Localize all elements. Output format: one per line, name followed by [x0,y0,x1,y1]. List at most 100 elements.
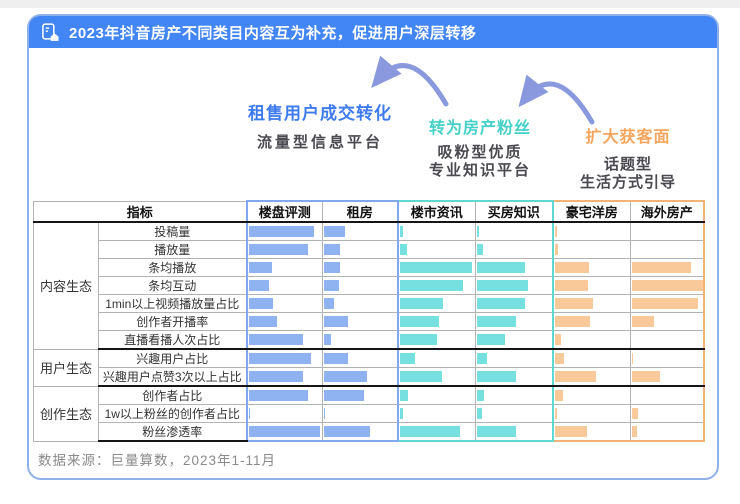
value-bar [248,408,250,419]
bar-cell [245,258,323,277]
value-bar [399,334,437,345]
stage-headline: 扩大获客面 [585,129,671,146]
value-bar [554,226,557,237]
bar-cell [475,221,554,241]
bar-cell [396,330,476,350]
bar-cell [551,404,631,423]
bar-cell [630,276,705,295]
value-bar [399,298,444,309]
metric-label: 1w以上粉丝的创作者占比 [98,404,247,423]
value-bar [248,244,309,255]
value-bar [477,244,484,255]
value-bar [554,316,590,327]
bar-cell [322,385,399,405]
bar-cell [630,221,705,241]
value-bar [324,298,334,309]
value-bar [248,280,270,291]
bar-cell [551,330,631,350]
metric-label: 投稿量 [98,221,247,241]
header-col-3: 买房知识 [475,200,554,223]
bar-cell [396,367,476,387]
value-bar [399,353,415,364]
bar-cell [630,385,705,405]
value-bar [477,316,516,327]
stage-rental-conversion: 租售用户成交转化 流量型信息平台 [244,99,396,152]
bar-cell [322,276,399,295]
title-bar: 2023年抖音房产不同类目内容互为补充，促进用户深层转移 [29,16,717,48]
bar-cell [396,385,476,405]
top-strip [0,0,740,8]
value-bar [399,280,463,291]
value-bar [477,390,484,401]
bar-cell [630,294,705,313]
stage-subline: 生活方式引导 [579,174,676,191]
bar-cell [630,404,705,423]
value-bar [477,426,516,437]
bar-cell [630,240,705,259]
value-bar [248,316,277,327]
bar-cell [245,404,323,423]
value-bar [477,353,487,364]
bar-cell [630,367,705,387]
bar-cell [322,422,399,442]
value-bar [324,334,332,345]
value-bar [324,280,340,291]
value-bar [399,371,443,382]
bar-cell [551,348,631,368]
bar-cell [396,312,476,331]
bar-cell [475,312,554,331]
bar-cell [630,348,705,368]
value-bar [554,298,593,309]
bar-cell [475,294,554,313]
page-title: 2023年抖音房产不同类目内容互为补充，促进用户深层转移 [69,24,477,42]
metric-label: 粉丝渗透率 [98,422,247,442]
metric-label: 兴趣用户占比 [98,348,247,368]
metrics-table: 指标 楼盘评测 租房 楼市资讯 买房知识 豪宅洋房 海外房产 内容生态 投稿量 播放量 条均播放 条均… [33,200,705,442]
value-bar [632,316,655,327]
bar-cell [322,404,399,423]
bar-cell [551,294,631,313]
value-bar [632,408,639,419]
value-bar [324,390,365,401]
value-bar [554,371,596,382]
value-bar [248,353,312,364]
stage-audience-expansion: 扩大获客面 话题型 生活方式引导 [572,123,684,192]
stage-subline: 流量型信息平台 [256,134,383,151]
header-metric: 指标 [33,200,247,223]
bar-cell [551,312,631,331]
bar-cell [475,367,554,387]
bar-cell [245,422,323,442]
bar-cell [630,312,705,331]
value-bar [324,426,370,437]
header-col-4: 豪宅洋房 [551,200,631,223]
metric-label: 条均播放 [98,258,247,277]
bar-cell [322,348,399,368]
value-bar [554,244,558,255]
value-bar [632,426,637,437]
value-bar [477,334,505,345]
bar-cell [475,348,554,368]
value-bar [554,280,589,291]
bar-cell [396,258,476,277]
metric-label: 1min以上视频播放量占比 [98,294,247,313]
row-group-label: 用户生态 [33,348,99,387]
header-col-5: 海外房产 [630,200,705,223]
bar-cell [396,348,476,368]
metric-label: 兴趣用户点赞3次以上占比 [98,367,247,387]
stage-headline: 转为房产粉丝 [428,120,531,137]
value-bar [248,390,309,401]
header-col-0: 楼盘评测 [245,200,323,223]
bar-cell [475,258,554,277]
value-bar [248,262,272,273]
row-group-label: 创作生态 [33,385,99,442]
bar-cell [245,385,323,405]
data-source-note: 数据来源：巨量算数，2023年1-11月 [38,453,277,468]
value-bar [248,371,303,382]
header-col-1: 租房 [322,200,399,223]
stage-subline: 专业知识平台 [428,162,531,179]
stage-fan-conversion: 转为房产粉丝 吸粉型优质 专业知识平台 [408,114,552,180]
report-document-icon [42,22,59,41]
value-bar [632,280,702,291]
metric-label: 创作者占比 [98,385,247,405]
